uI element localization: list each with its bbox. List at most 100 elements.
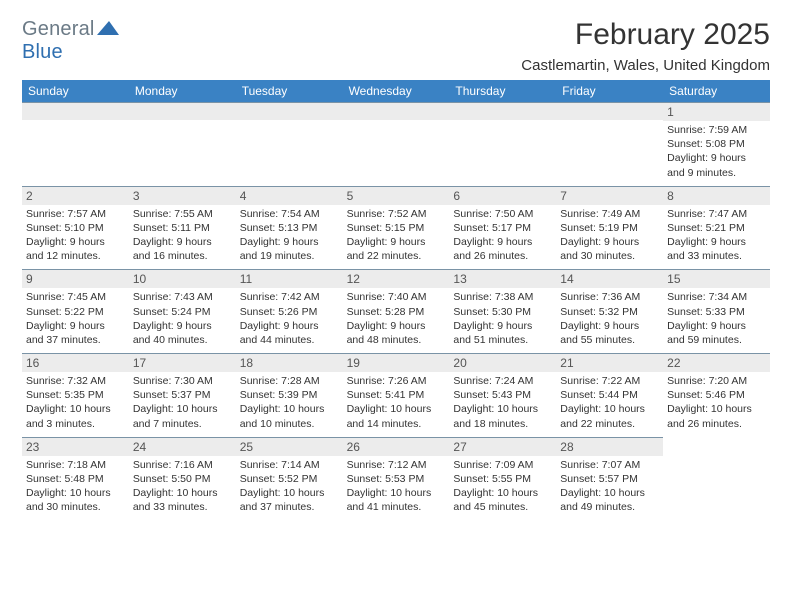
day-details: Sunrise: 7:40 AMSunset: 5:28 PMDaylight:…: [345, 290, 448, 347]
daylight-text: Daylight: 10 hours and 14 minutes.: [347, 402, 446, 430]
day-number: 24: [129, 438, 236, 456]
day-number: 3: [129, 187, 236, 205]
day-cell: 15Sunrise: 7:34 AMSunset: 5:33 PMDayligh…: [663, 269, 770, 353]
sunset-text: Sunset: 5:35 PM: [26, 388, 125, 402]
day-number: 5: [343, 187, 450, 205]
empty-cell: [556, 102, 663, 186]
daylight-text: Daylight: 9 hours and 44 minutes.: [240, 319, 339, 347]
day-details: Sunrise: 7:59 AMSunset: 5:08 PMDaylight:…: [665, 123, 768, 180]
sunset-text: Sunset: 5:55 PM: [453, 472, 552, 486]
sunset-text: Sunset: 5:22 PM: [26, 305, 125, 319]
weekday-label: Friday: [556, 80, 663, 102]
empty-cell: [129, 102, 236, 186]
day-cell: 28Sunrise: 7:07 AMSunset: 5:57 PMDayligh…: [556, 437, 663, 521]
day-number: 25: [236, 438, 343, 456]
daylight-text: Daylight: 9 hours and 48 minutes.: [347, 319, 446, 347]
sunset-text: Sunset: 5:33 PM: [667, 305, 766, 319]
daylight-text: Daylight: 10 hours and 41 minutes.: [347, 486, 446, 514]
day-details: Sunrise: 7:54 AMSunset: 5:13 PMDaylight:…: [238, 207, 341, 264]
day-cell: 9Sunrise: 7:45 AMSunset: 5:22 PMDaylight…: [22, 269, 129, 353]
day-number: 15: [663, 270, 770, 288]
sunrise-text: Sunrise: 7:24 AM: [453, 374, 552, 388]
title-area: February 2025 Castlemartin, Wales, Unite…: [521, 18, 770, 74]
day-cell: 10Sunrise: 7:43 AMSunset: 5:24 PMDayligh…: [129, 269, 236, 353]
sunset-text: Sunset: 5:41 PM: [347, 388, 446, 402]
sunrise-text: Sunrise: 7:14 AM: [240, 458, 339, 472]
sunset-text: Sunset: 5:44 PM: [560, 388, 659, 402]
sunrise-text: Sunrise: 7:55 AM: [133, 207, 232, 221]
daylight-text: Daylight: 9 hours and 51 minutes.: [453, 319, 552, 347]
day-cell: 27Sunrise: 7:09 AMSunset: 5:55 PMDayligh…: [449, 437, 556, 521]
weekday-label: Tuesday: [236, 80, 343, 102]
weekday-label: Monday: [129, 80, 236, 102]
day-cell: 23 Sunrise: 7:18 AMSunset: 5:48 PMDayligh…: [22, 437, 129, 521]
sunset-text: Sunset: 5:43 PM: [453, 388, 552, 402]
daylight-text: Daylight: 10 hours and 26 minutes.: [667, 402, 766, 430]
calendar-grid: 1Sunrise: 7:59 AMSunset: 5:08 PMDaylight…: [22, 102, 770, 520]
logo-text: General Blue: [22, 18, 119, 64]
day-cell: 1Sunrise: 7:59 AMSunset: 5:08 PMDaylight…: [663, 102, 770, 186]
header-bar: General Blue February 2025 Castlemartin,…: [22, 18, 770, 74]
day-number: 23: [22, 438, 129, 456]
sunset-text: Sunset: 5:24 PM: [133, 305, 232, 319]
day-cell: 3Sunrise: 7:55 AMSunset: 5:11 PMDaylight…: [129, 186, 236, 270]
daylight-text: Daylight: 10 hours and 3 minutes.: [26, 402, 125, 430]
day-details: Sunrise: 7:38 AMSunset: 5:30 PMDaylight:…: [451, 290, 554, 347]
day-number: 16: [22, 354, 129, 372]
logo: General Blue: [22, 18, 119, 64]
sunset-text: Sunset: 5:39 PM: [240, 388, 339, 402]
daylight-text: Daylight: 10 hours and 10 minutes.: [240, 402, 339, 430]
daylight-text: Daylight: 9 hours and 22 minutes.: [347, 235, 446, 263]
sunrise-text: Sunrise: 7:30 AM: [133, 374, 232, 388]
day-number: [22, 103, 129, 120]
sunrise-text: Sunrise: 7:20 AM: [667, 374, 766, 388]
sunrise-text: Sunrise: 7:52 AM: [347, 207, 446, 221]
sunset-text: Sunset: 5:21 PM: [667, 221, 766, 235]
logo-sail-icon: [97, 21, 119, 35]
day-details: Sunrise: 7:14 AMSunset: 5:52 PMDaylight:…: [238, 458, 341, 515]
daylight-text: Daylight: 9 hours and 37 minutes.: [26, 319, 125, 347]
day-details: Sunrise: 7:07 AMSunset: 5:57 PMDaylight:…: [558, 458, 661, 515]
daylight-text: Daylight: 10 hours and 33 minutes.: [133, 486, 232, 514]
day-details: Sunrise: 7:43 AMSunset: 5:24 PMDaylight:…: [131, 290, 234, 347]
day-details: Sunrise: 7:26 AMSunset: 5:41 PMDaylight:…: [345, 374, 448, 431]
day-cell: 18Sunrise: 7:28 AMSunset: 5:39 PMDayligh…: [236, 353, 343, 437]
daylight-text: Daylight: 10 hours and 30 minutes.: [26, 486, 125, 514]
sunrise-text: Sunrise: 7:38 AM: [453, 290, 552, 304]
sunrise-text: Sunrise: 7:22 AM: [560, 374, 659, 388]
daylight-text: Daylight: 10 hours and 49 minutes.: [560, 486, 659, 514]
day-details: Sunrise: 7:18 AMSunset: 5:48 PMDaylight:…: [24, 458, 127, 515]
day-cell: 6Sunrise: 7:50 AMSunset: 5:17 PMDaylight…: [449, 186, 556, 270]
sunset-text: Sunset: 5:48 PM: [26, 472, 125, 486]
day-number: 11: [236, 270, 343, 288]
daylight-text: Daylight: 9 hours and 12 minutes.: [26, 235, 125, 263]
day-cell: 22Sunrise: 7:20 AMSunset: 5:46 PMDayligh…: [663, 353, 770, 437]
weekday-header-row: SundayMondayTuesdayWednesdayThursdayFrid…: [22, 80, 770, 102]
day-number: 2: [22, 187, 129, 205]
day-number: 8: [663, 187, 770, 205]
sunrise-text: Sunrise: 7:28 AM: [240, 374, 339, 388]
sunset-text: Sunset: 5:15 PM: [347, 221, 446, 235]
daylight-text: Daylight: 9 hours and 26 minutes.: [453, 235, 552, 263]
day-details: Sunrise: 7:09 AMSunset: 5:55 PMDaylight:…: [451, 458, 554, 515]
weekday-label: Wednesday: [343, 80, 450, 102]
sunset-text: Sunset: 5:28 PM: [347, 305, 446, 319]
day-cell: 21Sunrise: 7:22 AMSunset: 5:44 PMDayligh…: [556, 353, 663, 437]
month-title: February 2025: [521, 18, 770, 51]
sunset-text: Sunset: 5:52 PM: [240, 472, 339, 486]
sunset-text: Sunset: 5:37 PM: [133, 388, 232, 402]
day-number: 26: [343, 438, 450, 456]
day-details: Sunrise: 7:57 AMSunset: 5:10 PMDaylight:…: [24, 207, 127, 264]
daylight-text: Daylight: 10 hours and 18 minutes.: [453, 402, 552, 430]
day-cell: 19Sunrise: 7:26 AMSunset: 5:41 PMDayligh…: [343, 353, 450, 437]
day-cell: 7Sunrise: 7:49 AMSunset: 5:19 PMDaylight…: [556, 186, 663, 270]
sunrise-text: Sunrise: 7:42 AM: [240, 290, 339, 304]
day-details: Sunrise: 7:47 AMSunset: 5:21 PMDaylight:…: [665, 207, 768, 264]
day-number: 6: [449, 187, 556, 205]
day-number: 4: [236, 187, 343, 205]
sunrise-text: Sunrise: 7:57 AM: [26, 207, 125, 221]
day-cell: 8 Sunrise: 7:47 AMSunset: 5:21 PMDaylight…: [663, 186, 770, 270]
day-cell: 24Sunrise: 7:16 AMSunset: 5:50 PMDayligh…: [129, 437, 236, 521]
day-cell: 26Sunrise: 7:12 AMSunset: 5:53 PMDayligh…: [343, 437, 450, 521]
sunset-text: Sunset: 5:13 PM: [240, 221, 339, 235]
